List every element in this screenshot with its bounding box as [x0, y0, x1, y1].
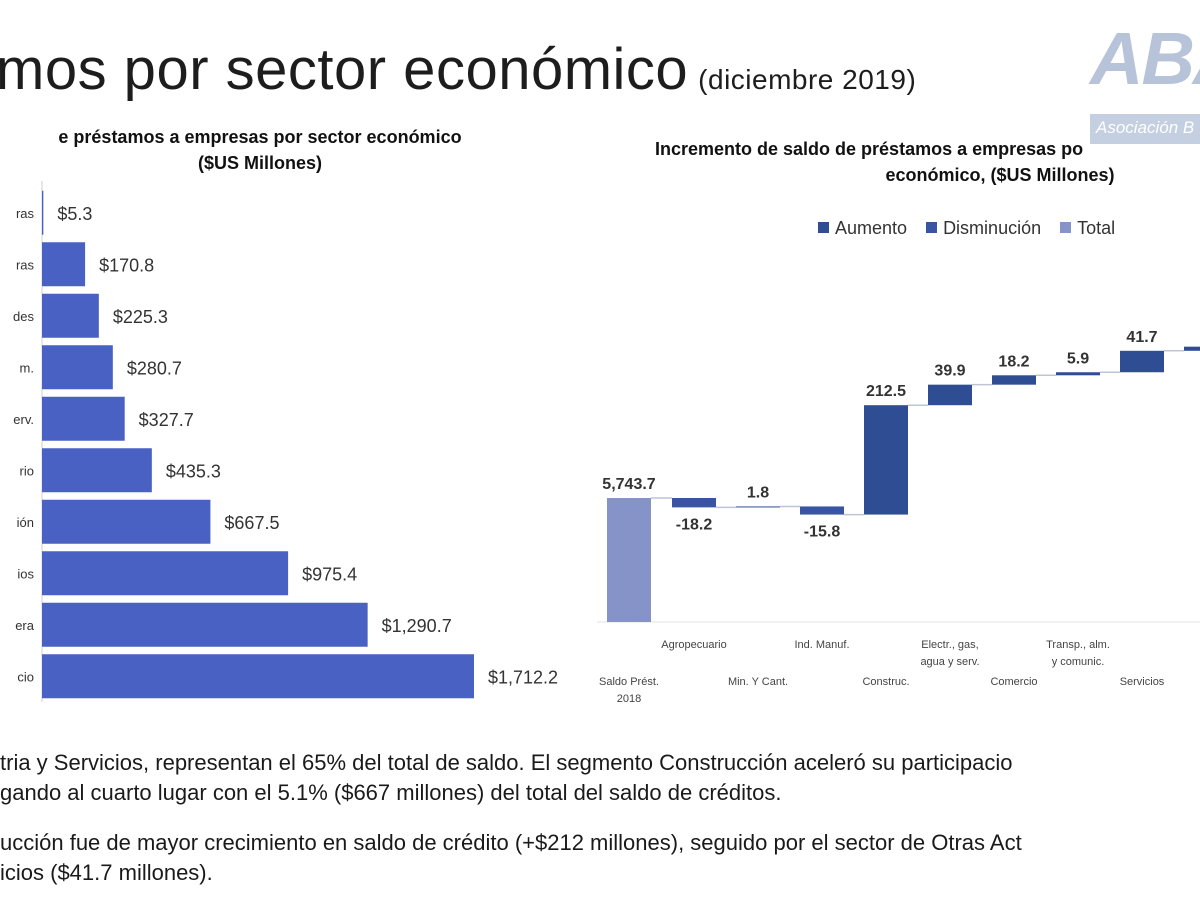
bar-value-label-3: $280.7 — [127, 358, 182, 378]
left-chart-title: e préstamos a empresas por sector económ… — [58, 127, 462, 147]
aba-logo: ABA Asociación B — [1090, 17, 1200, 144]
waterfall-bar-7 — [1056, 372, 1100, 376]
waterfall-bar-8 — [1120, 350, 1164, 373]
legend-disminucion-swatch — [926, 222, 938, 233]
bar-5 — [42, 448, 152, 493]
note-line-4: icios ($41.7 millones). — [0, 860, 213, 885]
bar-value-label-0: $5.3 — [57, 204, 92, 224]
note-line-1: tria y Servicios, representan el 65% del… — [0, 750, 1013, 775]
bar-value-label-6: $667.5 — [224, 513, 279, 533]
legend-total-label: Total — [1077, 218, 1116, 238]
category-label-6: ión — [17, 515, 34, 530]
waterfall-chart: 5,743.7 -18.2 1.8 -15.8 212.5 39.9 18.2 5.9 41.7… — [597, 329, 1200, 705]
bar-value-label-7: $975.4 — [302, 564, 357, 584]
category-label-upper-3-0: Transp., alm. — [1046, 639, 1110, 651]
legend-aumento-swatch — [818, 222, 829, 233]
page-title-date: (diciembre 2019) — [698, 64, 917, 95]
waterfall-value-label-8: 41.7 — [1126, 329, 1157, 346]
waterfall-bar-9 — [1184, 346, 1200, 351]
bar-8 — [42, 602, 368, 647]
category-label-upper-0-0: Agropecuario — [661, 639, 726, 651]
logo-band-text: Asociación B — [1096, 118, 1195, 137]
waterfall-bar-0 — [607, 498, 651, 622]
category-label-lower-1-0: Min. Y Cant. — [728, 676, 788, 688]
waterfall-bar-5 — [928, 384, 972, 406]
waterfall-bar-6 — [992, 375, 1036, 385]
right-chart-title: Incremento de saldo de préstamos a empre… — [655, 139, 1084, 159]
page-title-text: mos por sector económico — [0, 37, 689, 102]
note-line-3: ucción fue de mayor crecimiento en saldo… — [0, 830, 1022, 855]
bar-0 — [42, 190, 44, 235]
waterfall-value-label-4: 212.5 — [866, 383, 906, 400]
page-title: mos por sector económico (diciembre 2019) — [0, 36, 916, 103]
legend-disminucion: Disminución — [926, 218, 1041, 238]
bar-3 — [42, 345, 113, 390]
category-label-7: ios — [17, 566, 34, 581]
waterfall-value-label-5: 39.9 — [934, 363, 965, 380]
waterfall-legend: Aumento Disminución Total — [818, 218, 1129, 239]
logo-text: ABA — [1090, 17, 1200, 100]
category-label-3: m. — [20, 360, 34, 375]
legend-disminucion-label: Disminución — [943, 218, 1042, 238]
legend-total: Total — [1060, 218, 1115, 238]
waterfall-bar-2 — [736, 506, 780, 508]
bar-2 — [42, 293, 99, 338]
category-label-2: des — [13, 309, 34, 324]
bar-7 — [42, 551, 289, 596]
category-label-lower-4-0: Servicios — [1120, 676, 1165, 688]
category-label-4: erv. — [13, 412, 34, 427]
note-line-2: gando al cuarto lugar con el 5.1% ($667 … — [0, 780, 782, 805]
waterfall-value-label-6: 18.2 — [998, 353, 1029, 370]
bar-value-label-2: $225.3 — [113, 307, 168, 327]
category-label-upper-1-0: Ind. Manuf. — [794, 639, 849, 651]
legend-total-swatch — [1060, 222, 1072, 233]
waterfall-value-label-3: -15.8 — [804, 524, 841, 541]
category-label-9: cio — [17, 669, 34, 684]
waterfall-bar-1 — [672, 498, 716, 508]
bar-6 — [42, 499, 211, 544]
waterfall-bar-4 — [864, 405, 908, 515]
left-chart-subtitle: ($US Millones) — [197, 153, 322, 173]
logo-band: Asociación B — [1090, 114, 1200, 144]
bar-4 — [42, 396, 125, 441]
legend-aumento: Aumento — [818, 218, 907, 238]
waterfall-value-label-1: -18.2 — [676, 516, 713, 533]
waterfall-bar-3 — [800, 506, 844, 515]
category-label-lower-2-0: Construc. — [862, 676, 909, 688]
bar-value-label-5: $435.3 — [166, 461, 221, 481]
waterfall-value-label-7: 5.9 — [1067, 350, 1089, 367]
category-label-lower-0-0: Saldo Prést. — [599, 676, 659, 688]
waterfall-value-label-2: 1.8 — [747, 484, 769, 501]
bar-value-label-9: $1,712.2 — [488, 667, 558, 687]
category-label-upper-3-1: y comunic. — [1052, 656, 1105, 668]
bar-9 — [42, 654, 474, 699]
bar-value-label-1: $170.8 — [99, 255, 154, 275]
category-label-1: ras — [16, 257, 35, 272]
category-label-upper-2-0: Electr., gas, — [921, 639, 978, 651]
category-label-lower-0-1: 2018 — [617, 693, 641, 705]
legend-aumento-label: Aumento — [835, 218, 908, 238]
category-label-8: era — [15, 618, 35, 633]
sector-bar-chart: $5.3 ras $170.8 ras $225.3 des $280.7 m. $327.7 e… — [13, 181, 558, 702]
bar-value-label-8: $1,290.7 — [382, 616, 452, 636]
category-label-5: rio — [20, 463, 34, 478]
category-label-lower-3-0: Comercio — [990, 676, 1037, 688]
category-label-upper-2-1: agua y serv. — [920, 656, 979, 668]
bar-1 — [42, 242, 86, 287]
bar-value-label-4: $327.7 — [139, 410, 194, 430]
waterfall-value-label-0: 5,743.7 — [602, 476, 655, 493]
category-label-0: ras — [16, 206, 35, 221]
right-chart-subtitle: económico, ($US Millones) — [885, 165, 1115, 185]
